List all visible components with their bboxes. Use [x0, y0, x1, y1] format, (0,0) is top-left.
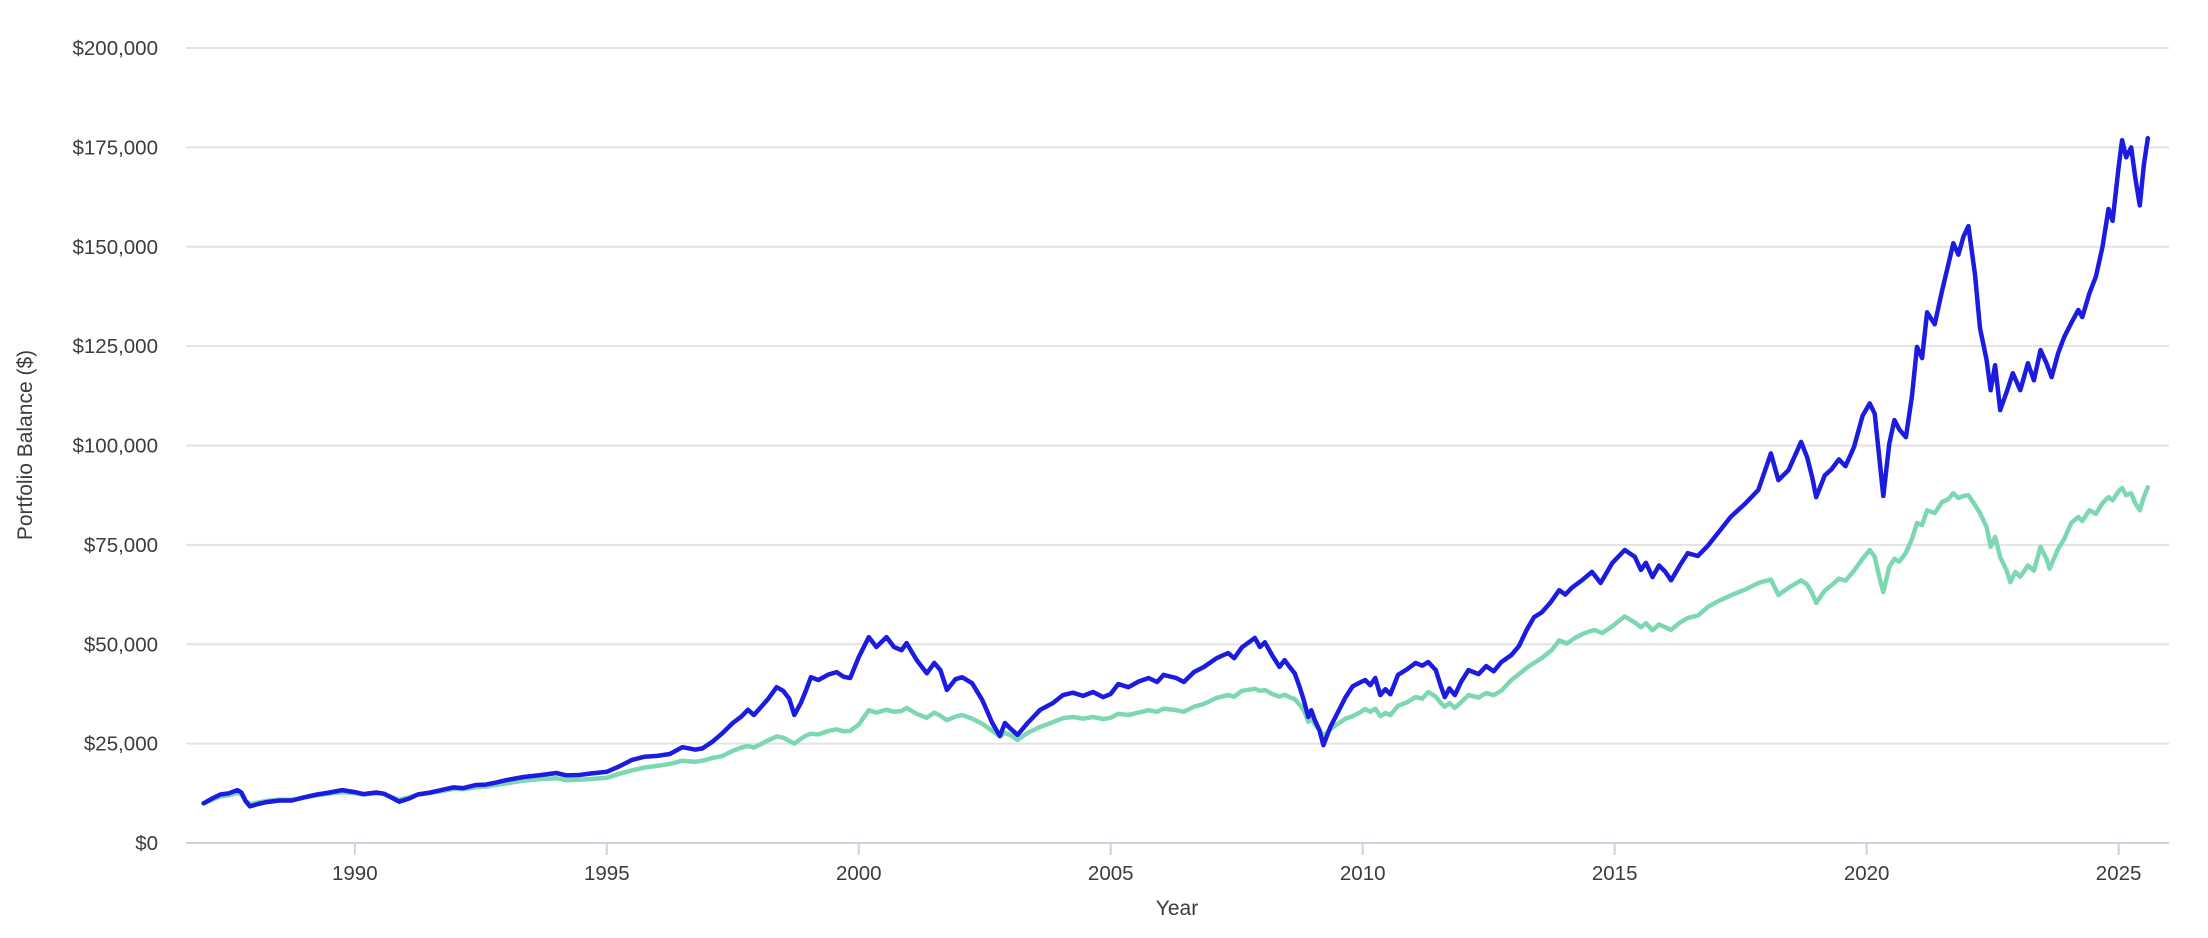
x-tick-label: 2020	[1844, 862, 1890, 885]
y-axis-title: Portfolio Balance ($)	[14, 350, 37, 540]
x-tick-label: 2010	[1340, 862, 1386, 885]
tick-labels-group: $0 $25,000 $50,000 $75,000 $100,000 $125,000 $…	[72, 37, 2141, 885]
y-tick-label: $75,000	[84, 534, 158, 557]
y-tick-label: $125,000	[72, 335, 158, 358]
x-axis-title: Year	[1156, 897, 1198, 920]
y-tick-label: $175,000	[72, 136, 158, 159]
y-tick-label: $100,000	[72, 435, 158, 458]
y-tick-label: $50,000	[84, 633, 158, 656]
x-tick-label: 2005	[1088, 862, 1134, 885]
gridlines-group	[186, 47, 2169, 745]
y-tick-label: $150,000	[72, 236, 158, 259]
x-tick-label: 1990	[332, 862, 378, 885]
x-tick-label: 2015	[1592, 862, 1638, 885]
x-tick-label: 1995	[584, 862, 630, 885]
y-tick-label: $200,000	[72, 37, 158, 60]
blue-line	[201, 135, 2151, 809]
x-tick-label: 2025	[2096, 862, 2142, 885]
y-tick-label: $25,000	[84, 733, 158, 756]
teal-line	[201, 484, 2151, 807]
series-group	[201, 135, 2151, 809]
axes-group	[186, 842, 2169, 855]
y-tick-label: $0	[135, 832, 158, 855]
x-tick-label: 2000	[836, 862, 882, 885]
